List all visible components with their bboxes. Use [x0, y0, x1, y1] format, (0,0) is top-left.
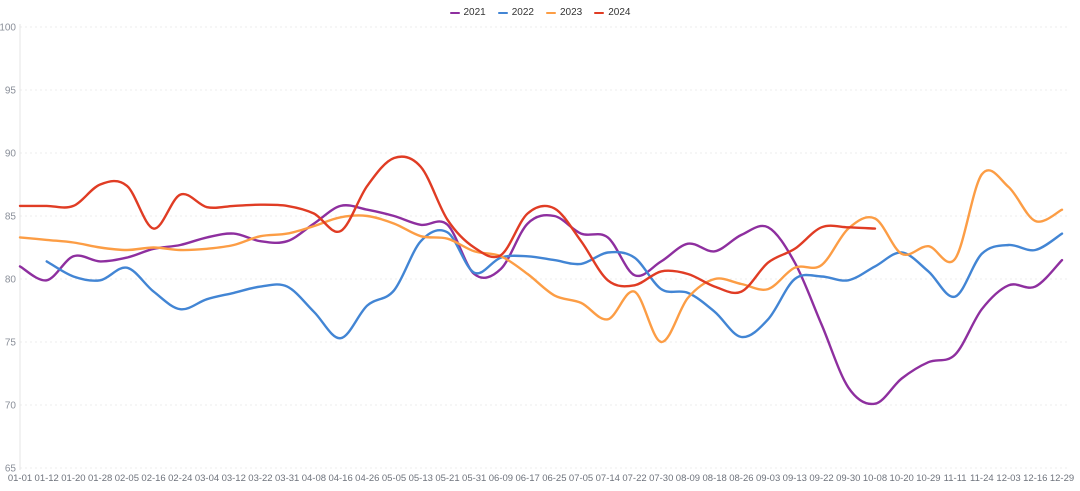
y-axis-tick-label: 75 [5, 338, 17, 349]
x-axis-tick-label: 07-22 [622, 473, 646, 484]
x-axis-tick-label: 07-05 [569, 473, 593, 484]
y-axis-tick-label: 85 [5, 212, 17, 223]
x-axis-tick-label: 10-20 [890, 473, 914, 484]
y-axis-tick-label: 95 [5, 86, 17, 97]
legend-label: 2024 [608, 7, 631, 18]
x-axis-tick-label: 06-09 [489, 473, 513, 484]
x-axis-tick-label: 05-05 [382, 473, 406, 484]
legend-swatch [546, 12, 556, 14]
x-axis-tick-label: 02-05 [115, 473, 139, 484]
legend-item-2023[interactable]: 2023 [546, 8, 582, 18]
x-axis-tick-label: 09-03 [756, 473, 780, 484]
x-axis-tick-label: 08-09 [676, 473, 700, 484]
x-axis-tick-label: 09-13 [783, 473, 807, 484]
x-axis-tick-label: 07-30 [649, 473, 673, 484]
x-axis-tick-label: 02-24 [168, 473, 192, 484]
y-axis-tick-label: 65 [5, 464, 17, 475]
legend-swatch [449, 12, 460, 14]
x-axis-tick-label: 08-18 [703, 473, 727, 484]
x-axis-tick-label: 05-13 [409, 473, 433, 484]
legend-swatch [594, 12, 605, 14]
x-axis-tick-label: 09-22 [809, 473, 833, 484]
x-axis-tick-label: 01-20 [61, 473, 85, 484]
x-axis-tick-label: 03-12 [222, 473, 246, 484]
x-axis-tick-label: 03-31 [275, 473, 299, 484]
x-axis-tick-label: 01-01 [8, 473, 32, 484]
x-axis-tick-label: 10-29 [916, 473, 940, 484]
series-line-2024 [18, 155, 877, 295]
chart-legend: 2021 2022 2023 2024 [0, 5, 1080, 21]
x-axis-tick-label: 06-17 [515, 473, 539, 484]
legend-item-2022[interactable]: 2022 [497, 7, 534, 18]
series-line-2022 [45, 228, 1064, 340]
y-axis-tick-label: 70 [5, 401, 17, 412]
x-axis-tick-label: 06-25 [542, 473, 566, 484]
x-axis-tick-label: 10-08 [863, 473, 887, 484]
x-axis-tick-label: 12-29 [1050, 473, 1074, 484]
x-axis-tick-label: 01-28 [88, 473, 112, 484]
legend-item-2021[interactable]: 2021 [449, 7, 486, 18]
x-axis-tick-label: 02-16 [141, 473, 165, 484]
legend-item-2024[interactable]: 2024 [594, 7, 631, 18]
y-axis-tick-label: 100 [0, 23, 16, 34]
x-axis-tick-label: 01-12 [35, 473, 59, 484]
x-axis-tick-label: 03-04 [195, 473, 219, 484]
series-line-2021 [18, 204, 1064, 406]
x-axis-tick-label: 12-16 [1023, 473, 1047, 484]
y-axis-tick-label: 80 [5, 275, 17, 286]
x-axis-tick-label: 11-11 [944, 473, 967, 484]
legend-label: 2021 [463, 7, 486, 18]
series-line-2023 [18, 169, 1064, 344]
x-axis-tick-label: 09-30 [836, 473, 860, 484]
x-axis-tick-label: 04-26 [355, 473, 379, 484]
x-axis-tick-label: 05-31 [462, 473, 486, 484]
x-axis-tick-label: 03-22 [248, 473, 272, 484]
x-axis-tick-label: 05-21 [435, 473, 459, 484]
x-axis-tick-label: 04-16 [328, 473, 352, 484]
legend-label: 2022 [511, 7, 534, 18]
x-axis-tick-label: 07-14 [596, 473, 620, 484]
legend-label: 2023 [560, 7, 583, 18]
x-axis-tick-label: 04-08 [302, 473, 326, 484]
x-axis-tick-label: 11-24 [970, 473, 994, 484]
legend-swatch [497, 12, 508, 14]
y-axis-tick-label: 90 [5, 149, 17, 160]
x-axis-tick-label: 08-26 [729, 473, 753, 484]
x-axis-tick-label: 12-03 [996, 473, 1020, 484]
